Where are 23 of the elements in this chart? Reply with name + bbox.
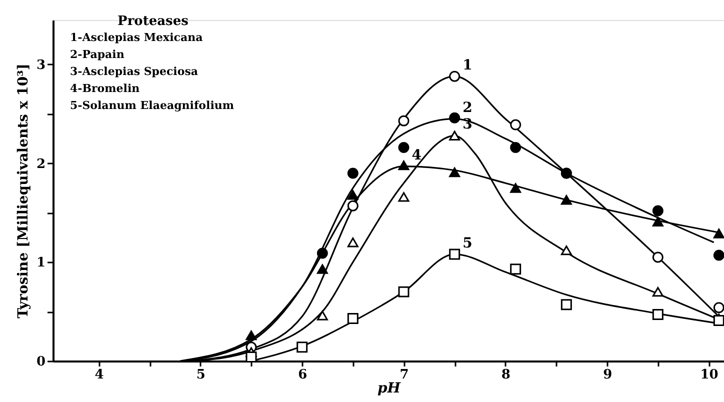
- y-tick-label: 2: [36, 156, 46, 172]
- y-axis-title: Tyrosine [Milliequivalents x 10³]: [15, 64, 32, 318]
- annotation: 3-Asclepias Speciosa: [70, 65, 198, 78]
- series-label: 2: [462, 100, 472, 116]
- series-label: 1: [462, 57, 472, 74]
- x-tick-label: 6: [298, 368, 308, 382]
- annotation: 1-Asclepias Mexicana: [70, 31, 203, 44]
- y-tick-label: 1: [36, 256, 46, 271]
- series-label: 5: [462, 235, 472, 252]
- annotation: Proteases: [118, 14, 188, 29]
- x-tick-label: 8: [501, 368, 510, 382]
- x-tick-label: 10: [700, 368, 718, 382]
- x-tick-label: 7: [400, 368, 409, 382]
- y-tick-label: 0: [36, 354, 46, 370]
- annotation: 2-Papain: [70, 48, 124, 61]
- y-tick-label: 3: [36, 58, 46, 73]
- annotation: 5-Solanum Elaeagnifolium: [70, 99, 234, 112]
- x-tick-label: 9: [603, 368, 612, 382]
- x-axis-title: pH: [377, 380, 402, 396]
- x-tick-label: 5: [196, 368, 206, 382]
- series-label: 4: [412, 147, 422, 164]
- x-tick-label: 4: [94, 368, 104, 382]
- annotation: 4-Bromelin: [70, 82, 140, 95]
